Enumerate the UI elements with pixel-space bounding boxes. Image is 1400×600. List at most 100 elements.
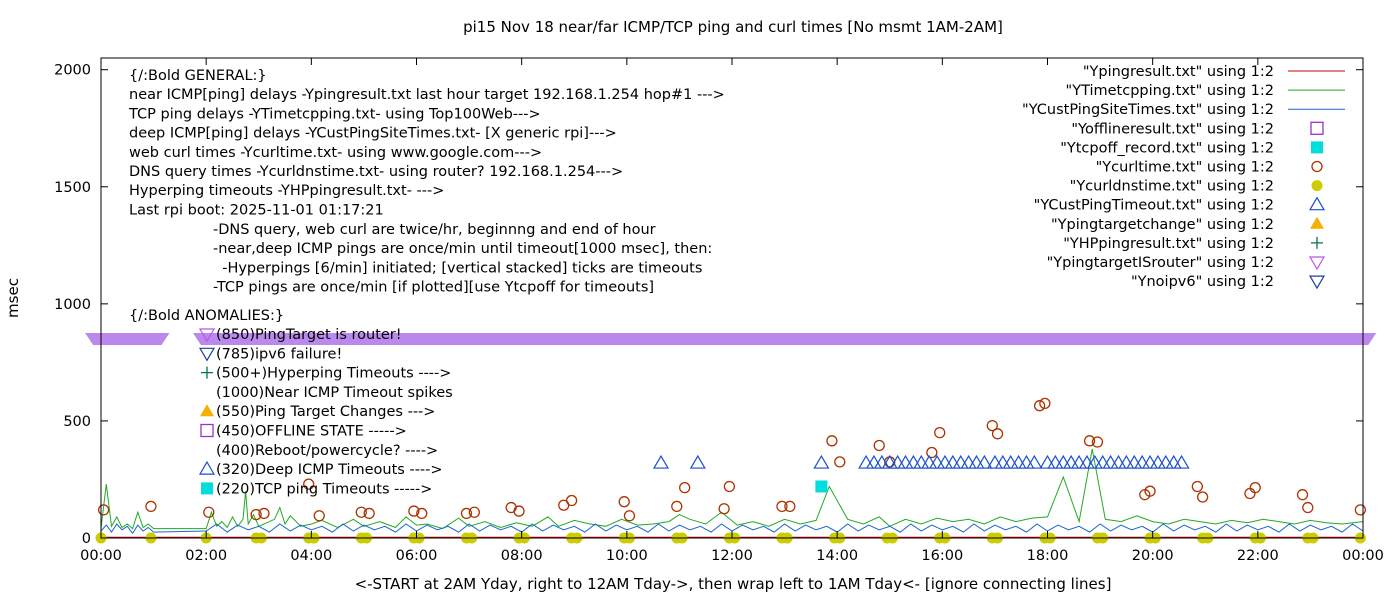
data-point [1110,454,1127,469]
data-point [1055,454,1072,469]
annotation-general-line: web curl times -Ycurltime.txt- using www… [129,145,542,161]
annotation-general-line: TCP ping delays -YTimetcpping.txt- using… [128,106,541,122]
router-band [85,332,1377,345]
series-line [100,523,1364,535]
legend-label: "Ycurltime.txt" using 1:2 [1096,160,1274,176]
data-point [652,454,670,469]
annotation-anomaly-text: (320)Deep ICMP Timeouts ----> [216,462,443,478]
data-point [671,500,683,513]
legend-label: "Ynoipv6" using 1:2 [1131,274,1274,290]
data-point [718,503,730,515]
data-point [858,454,875,469]
y-tick-label: 1000 [54,297,91,313]
annotation-general-line: {/:Bold GENERAL:} [129,68,267,84]
data-point [97,504,110,516]
data-point [976,454,993,469]
data-point [1078,454,1095,469]
data-point [934,426,946,439]
annotation-anomaly-marker [198,328,216,343]
data-point [865,454,883,469]
legend-marker-swatch [1308,256,1326,271]
data-point [1026,454,1043,469]
x-tick-label: 00:00 [80,548,122,564]
annotations: {/:Bold GENERAL:} near ICMP[ping] delays … [128,68,725,497]
data-point [881,454,898,469]
series-line [100,448,1364,530]
router-band-segment [85,332,170,345]
annotation-general-line: Last rpi boot: 2025-11-01 01:17:21 [129,202,384,218]
y-axis-label: msec [4,278,22,318]
data-point [784,500,796,513]
data-point [1063,454,1080,469]
data-point [1191,480,1204,493]
data-point [623,510,636,522]
data-point [689,454,706,469]
data-point [994,454,1011,469]
x-tick-label: 06:00 [396,548,438,564]
legend-marker-swatch [1311,236,1323,249]
annotation-anomaly-marker [201,482,213,495]
data-point [1010,454,1027,469]
annotation-anomaly-text: (850)PingTarget is router! [216,327,402,343]
data-point [363,507,375,520]
data-point [873,454,890,469]
data-point [513,505,525,517]
data-point [1244,487,1256,500]
data-point [1039,397,1051,410]
data-point [460,507,473,520]
legend-marker-swatch [1308,196,1326,211]
annotation-anomaly-marker [201,366,213,379]
data-point [905,454,922,469]
legend-label: "Ycurldnstime.txt" using 1:2 [1070,179,1274,195]
data-point [968,454,985,469]
annotation-anomaly-text: (500+)Hyperping Timeouts ----> [216,366,451,382]
annotation-anomaly-text: (785)ipv6 failure! [216,346,342,362]
data-point [1296,489,1309,501]
data-point [1047,454,1064,469]
legend-label: "Ypingtargetchange" using 1:2 [1051,217,1274,233]
data-point [1165,454,1182,469]
legend-label: "Ytcpoff_record.txt" using 1:2 [1060,140,1274,156]
legend-label: "Ypingresult.txt" using 1:2 [1083,64,1274,80]
data-point [203,506,215,518]
data-point [250,508,262,521]
data-point [1083,435,1096,447]
data-point [913,454,930,469]
y-tick-label: 0 [82,531,91,547]
data-point [468,506,480,518]
x-tick-label: 08:00 [501,548,543,564]
data-point [679,482,691,494]
data-point [929,454,946,469]
data-point [826,435,838,447]
data-point [416,507,428,520]
axis-ticks: 00:00 02:00 04:00 06:00 08:00 10:00 12:00 14:00… [54,58,1384,564]
data-point [921,454,938,469]
x-tick-label: 22:00 [1237,548,1279,564]
legend-marker-swatch [1308,275,1326,290]
data-point [834,456,846,468]
data-point [1071,454,1088,469]
x-tick-label: 10:00 [606,548,648,564]
data-point [813,454,830,469]
x-tick-label: 18:00 [1027,548,1069,564]
data-point [1141,454,1159,469]
data-point [926,446,938,459]
annotation-general-line: DNS query times -Ycurldnstime.txt- using… [129,164,623,180]
legend-marker-swatch [1310,121,1324,135]
data-point [408,505,420,517]
data-point [1086,454,1103,469]
data-point [1302,501,1314,514]
x-tick-label: 02:00 [185,548,227,564]
annotation-anomaly-text: (400)Reboot/powercycle? ----> [216,443,438,459]
annotation-general-line: deep ICMP[ping] delays -YCustPingSiteTim… [129,126,617,142]
data-point [1018,454,1035,469]
data-point [897,454,914,469]
data-point [303,478,315,490]
data-point [1144,485,1156,497]
annotation-anomaly-text: (1000)Near ICMP Timeout spikes [216,385,453,401]
legend-marker-swatch [1311,180,1323,192]
annotation-anomalies-title: {/:Bold ANOMALIES:} [129,308,284,324]
legend-marker-swatch [1310,216,1324,229]
legend-label: "YTimetcpping.txt" using 1:2 [1066,83,1274,99]
data-point [936,454,954,469]
